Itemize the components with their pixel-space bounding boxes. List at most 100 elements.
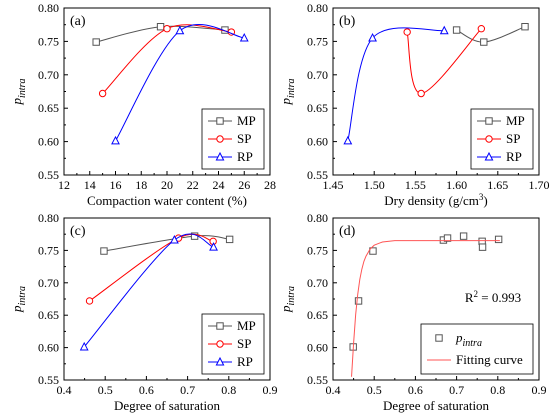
x-tick-label: 1.50: [364, 178, 385, 192]
legend-marker: [485, 117, 493, 125]
data-point: [480, 38, 488, 46]
data-point: [494, 235, 503, 244]
data-point: [439, 25, 449, 35]
legend-label: SP: [237, 131, 251, 146]
data-point: [163, 25, 171, 33]
legend-marker: [435, 334, 443, 342]
x-tick-label: 1.45: [323, 178, 344, 192]
y-axis-title: pintra: [9, 79, 28, 106]
x-tick-label: 18: [135, 178, 147, 192]
data-point: [111, 135, 120, 145]
legend-marker: [215, 151, 225, 161]
data-point: [477, 25, 486, 33]
y-axis-title-main: p: [9, 305, 24, 313]
legend-marker: [216, 117, 224, 125]
y-axis-title: pintra: [278, 79, 297, 106]
y-tick-label: 0.75: [307, 243, 328, 257]
y-tick-label: 0.55: [307, 168, 328, 182]
data-point: [100, 247, 108, 255]
x-tick-label: 16: [110, 178, 122, 192]
series-line: [89, 233, 214, 302]
series-line: [83, 233, 214, 348]
y-tick-label: 0.55: [38, 168, 59, 182]
series-sp: [98, 24, 236, 98]
legend: MP SP RP: [201, 313, 265, 375]
x-tick-label: 0.9: [532, 383, 547, 397]
r-squared-annotation: R2 = 0.993: [465, 289, 521, 305]
legend-label: RP: [237, 354, 253, 369]
y-tick-label: 0.65: [38, 308, 59, 322]
legend-label: RP: [237, 149, 253, 164]
data-point: [209, 242, 218, 251]
r-squared-main: R: [465, 290, 474, 305]
x-tick-label: 0.5: [98, 383, 113, 397]
y-axis-title-sub: intra: [286, 286, 297, 305]
legend-label: MP: [506, 113, 525, 128]
data-point: [175, 25, 185, 35]
x-tick-label: 22: [187, 178, 199, 192]
data-point: [417, 89, 425, 98]
legend-label: pintra: [455, 330, 482, 349]
y-tick-label: 0.65: [38, 101, 59, 115]
y-axis-title-sub: intra: [286, 79, 297, 98]
x-tick-label: 24: [213, 178, 225, 192]
data-point: [369, 247, 377, 255]
x-tick-label: 0.4: [57, 383, 72, 397]
x-tick-label: 14: [84, 178, 96, 192]
y-tick-label: 0.80: [38, 211, 59, 225]
legend: MP SP RP: [201, 108, 265, 170]
x-tick-label: 1.65: [487, 178, 508, 192]
x-tick-label: 26: [238, 178, 250, 192]
legend-marker: [216, 135, 224, 143]
data-point: [368, 32, 377, 42]
series-mp: [100, 232, 234, 255]
y-tick-label: 0.80: [307, 1, 328, 15]
y-tick-label: 0.75: [38, 34, 59, 48]
x-tick-label: 0.6: [139, 383, 154, 397]
y-tick-label: 0.70: [307, 68, 328, 82]
x-tick-label: 1.55: [405, 178, 426, 192]
y-tick-label: 0.60: [307, 341, 328, 355]
y-tick-label: 0.55: [38, 373, 59, 387]
data-point: [478, 243, 487, 251]
legend-marker: [215, 356, 225, 366]
series-line: [351, 240, 500, 377]
data-point: [85, 297, 94, 305]
chart-panel-d: 0.4 0.5 0.6 0.7 0.8 0.9 0.55 0.60 0.65 0.70 0.75 0.…: [278, 211, 547, 413]
data-point: [443, 234, 452, 242]
y-axis-title: pintra: [9, 286, 28, 313]
x-axis-title: Degree of saturation: [383, 398, 490, 413]
legend-marker: [216, 322, 224, 330]
y-axis-title-main: p: [9, 97, 24, 105]
r-squared-sup: 2: [474, 289, 479, 299]
x-tick-label: 0.6: [408, 383, 423, 397]
y-axis-title-main: p: [278, 97, 293, 105]
y-tick-label: 0.70: [38, 276, 59, 290]
legend-label-main: p: [455, 330, 463, 345]
legend-marker: [485, 135, 493, 143]
legend-label-sub: intra: [463, 338, 482, 349]
data-point: [354, 297, 363, 305]
y-axis-title-sub: intra: [17, 286, 28, 305]
x-axis-title-end: ): [483, 193, 487, 208]
data-point: [169, 234, 179, 244]
legend-box: [420, 323, 534, 375]
y-tick-label: 0.70: [307, 276, 328, 290]
y-tick-label: 0.65: [307, 101, 328, 115]
data-point: [156, 23, 165, 31]
x-tick-label: 28: [264, 178, 276, 192]
panel-label: (c): [70, 224, 86, 239]
panel-label: (b): [339, 14, 356, 29]
y-tick-label: 0.55: [307, 373, 328, 387]
legend: MP SP RP: [470, 108, 534, 170]
x-axis-title: Compaction water content (%): [87, 193, 247, 208]
y-axis-title: pintra: [278, 286, 297, 313]
series-line: [456, 26, 526, 43]
y-tick-label: 0.70: [38, 68, 59, 82]
series-rp: [79, 233, 218, 351]
x-tick-label: 1.70: [529, 178, 550, 192]
data-point: [452, 26, 461, 34]
legend: pintra Fitting curve: [420, 323, 534, 375]
legend-label: Fitting curve: [456, 352, 523, 367]
chart-panel-a: 12 14 16 18 20 22 24 26 28 0.55 0.60 0.65 0.70 0.75 0.…: [9, 1, 276, 208]
